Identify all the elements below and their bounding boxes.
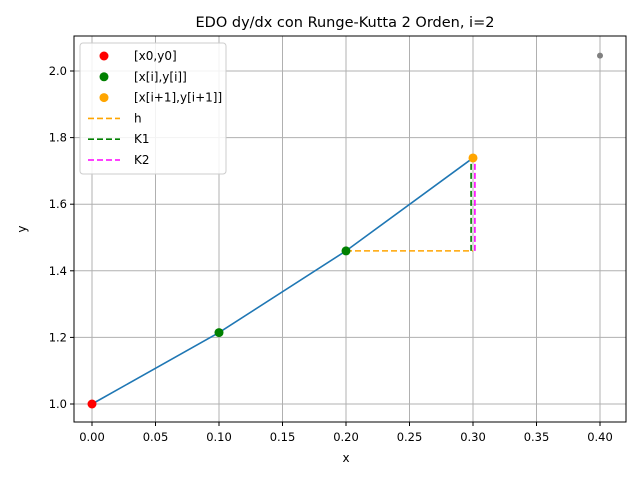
y-axis-ticks: 1.0 1.2 1.4 1.6 1.8 2.0 [49,64,74,411]
legend-label: [x0,y0] [134,49,177,63]
x-tick-label: 0.30 [460,430,486,444]
y-tick-label: 1.2 [49,330,67,344]
data-point [214,328,224,338]
legend-marker [99,72,109,82]
y-tick-label: 1.8 [49,131,67,145]
legend-box [79,42,227,175]
x-tick-label: 0.25 [397,430,423,444]
x-tick-label: 0.35 [524,430,550,444]
plot-frame [73,35,627,423]
legend-label: [x[i],y[i]] [134,70,187,84]
plot-series [87,52,603,409]
data-point [468,153,478,163]
grid-lines [74,36,626,422]
legend-label: [x[i+1],y[i+1]] [134,91,222,105]
legend-label: h [134,111,142,125]
y-tick-label: 1.6 [49,197,67,211]
y-axis-label: y [15,225,29,232]
legend-label: K2 [134,153,150,167]
x-axis-label: x [342,451,349,465]
x-tick-label: 0.40 [587,430,613,444]
y-tick-label: 1.0 [49,397,67,411]
legend-marker [99,51,109,61]
x-tick-label: 0.00 [79,430,105,444]
series-solution [91,157,474,405]
chart-title: EDO dy/dx con Runge-Kutta 2 Orden, i=2 [196,15,495,31]
data-point [597,52,603,59]
legend-marker [99,93,109,103]
data-point [87,399,97,409]
legend-label: K1 [134,132,150,146]
x-tick-label: 0.05 [143,430,169,444]
x-axis-ticks: 0.00 0.05 0.10 0.15 0.20 0.25 0.30 0.35 0.40 [79,422,613,444]
y-tick-label: 1.4 [49,264,67,278]
data-point [341,246,351,256]
x-tick-label: 0.15 [270,430,296,444]
x-tick-label: 0.20 [333,430,359,444]
legend: [x0,y0] [x[i],y[i]] [x[i+1],y[i+1]] h K1 K2 [79,42,227,175]
x-tick-label: 0.10 [206,430,232,444]
y-tick-label: 2.0 [49,64,67,78]
